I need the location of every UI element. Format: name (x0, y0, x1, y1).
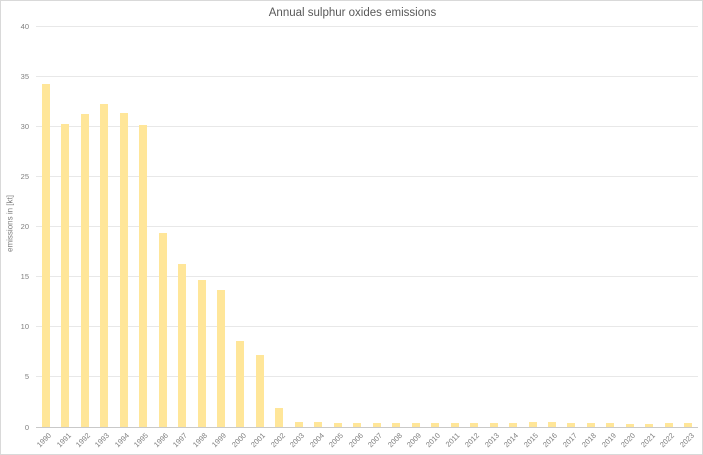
chart-title: Annual sulphur oxides emissions (268, 7, 437, 19)
gridline (36, 175, 698, 177)
x-tick-label: 2018 (580, 431, 599, 450)
bar-1994 (119, 113, 128, 427)
bar-1992 (80, 114, 89, 427)
bar-2011 (450, 422, 459, 427)
x-tick-label: 1995 (132, 431, 151, 450)
x-tick-label: 1991 (54, 431, 73, 450)
y-tick-label: 0 (24, 422, 29, 432)
x-tick-label: 2015 (521, 431, 540, 450)
bar-2001 (255, 354, 264, 427)
x-tick-label: 2013 (482, 431, 501, 450)
x-tick-label: 2020 (619, 431, 638, 450)
gridline (36, 326, 698, 328)
x-tick-label: 1996 (151, 431, 170, 450)
bar-2014 (509, 422, 518, 427)
x-tick-label: 2005 (326, 431, 346, 450)
x-tick-label: 2001 (249, 431, 268, 450)
bar-2015 (528, 421, 537, 427)
bar-1995 (139, 125, 148, 427)
x-tick-label: 2010 (424, 431, 443, 450)
y-tick-label: 30 (20, 121, 29, 131)
bar-2007 (372, 422, 381, 427)
bar-2016 (547, 421, 556, 427)
y-tick-label: 35 (20, 71, 29, 81)
bar-2003 (294, 421, 303, 427)
x-tick-label: 2012 (463, 431, 482, 450)
bar-1998 (197, 279, 206, 427)
x-tick-label: 2022 (657, 431, 677, 450)
y-tick-label: 25 (20, 171, 29, 181)
x-tick-label: 2002 (268, 431, 287, 450)
gridline (36, 125, 698, 127)
x-tick-label: 1993 (93, 431, 112, 450)
x-tick-label: 2003 (288, 431, 307, 450)
bar-2020 (625, 423, 634, 427)
bar-2018 (586, 422, 595, 427)
x-tick-label: 1994 (112, 431, 131, 450)
x-tick-label: 1998 (190, 431, 209, 450)
gridline (36, 226, 698, 227)
x-tick-label: 2017 (560, 431, 579, 450)
bar-1997 (178, 263, 187, 427)
bar-2013 (489, 422, 498, 427)
bar-2017 (567, 422, 576, 427)
bar-2010 (431, 422, 440, 427)
x-tick-label: 2011 (444, 431, 462, 449)
bar-2021 (645, 423, 654, 427)
gridline (36, 376, 698, 378)
bar-1990 (41, 84, 50, 427)
bar-1993 (100, 104, 109, 427)
gridline (36, 25, 698, 27)
x-tick-label: 1992 (73, 431, 93, 450)
bar-2005 (333, 422, 342, 427)
x-tick-label: 2009 (404, 431, 424, 450)
x-tick-label: 2014 (502, 431, 521, 450)
bar-2022 (664, 422, 673, 427)
x-axis-line (36, 426, 698, 428)
x-tick-label: 1999 (210, 431, 229, 450)
bar-2006 (353, 422, 362, 427)
x-tick-label: 2007 (365, 431, 385, 450)
x-tick-label: 2023 (677, 431, 696, 450)
x-tick-label: 2006 (346, 431, 365, 450)
x-tick-label: 2004 (307, 431, 326, 450)
bar-1999 (216, 289, 225, 427)
y-tick-label: 15 (20, 272, 29, 282)
y-tick-label: 40 (20, 21, 29, 31)
y-tick-label: 5 (24, 372, 29, 382)
x-tick-label: 2021 (638, 431, 657, 450)
bar-2023 (684, 422, 693, 427)
x-tick-label: 2019 (599, 431, 618, 450)
x-tick-label: 2016 (541, 431, 560, 450)
bar-2004 (314, 421, 323, 427)
bar-1996 (158, 232, 167, 427)
gridline (36, 276, 698, 278)
gridline (36, 75, 698, 77)
bar-2000 (236, 340, 245, 427)
bar-2002 (275, 407, 284, 427)
x-tick-label: 2008 (385, 431, 404, 450)
bar-2019 (606, 422, 615, 427)
bar-2012 (470, 422, 479, 427)
x-tick-label: 1997 (171, 431, 190, 450)
x-tick-label: 2000 (229, 431, 248, 450)
bar-2009 (411, 422, 420, 427)
bar-2008 (392, 422, 401, 427)
x-tick-label: 1990 (34, 431, 54, 450)
y-tick-label: 20 (20, 222, 29, 231)
bar-1991 (61, 124, 70, 427)
y-tick-label: 10 (20, 322, 29, 332)
